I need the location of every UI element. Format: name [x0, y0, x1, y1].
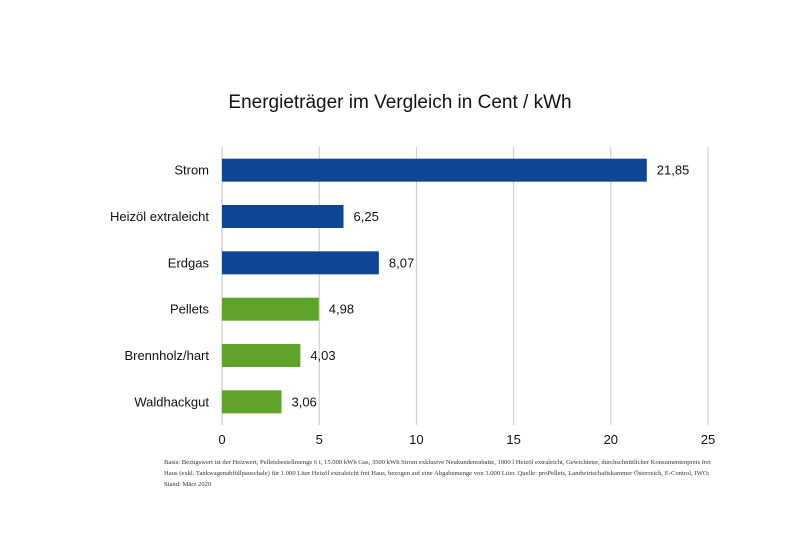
bar	[222, 158, 647, 182]
x-tick-label: 25	[701, 432, 715, 447]
category-label: Strom	[174, 163, 209, 178]
bar	[222, 251, 379, 275]
bar	[222, 344, 301, 367]
bar	[222, 297, 319, 321]
bar	[222, 390, 282, 414]
x-tick-label: 10	[409, 432, 423, 447]
data-label: 21,85	[657, 163, 690, 178]
category-label: Heizöl extraleicht	[110, 209, 209, 224]
x-tick-label: 5	[316, 432, 323, 447]
data-label: 8,07	[389, 255, 414, 270]
category-label: Brennholz/hart	[124, 348, 209, 363]
data-label: 3,06	[291, 394, 316, 409]
x-tick-label: 15	[506, 432, 520, 447]
category-label: Waldhackgut	[134, 394, 209, 409]
x-tick-label: 20	[604, 432, 618, 447]
category-label: Erdgas	[168, 255, 210, 270]
chart-title: Energieträger im Vergleich in Cent / kWh	[228, 92, 572, 113]
data-label: 4,03	[310, 348, 335, 363]
x-tick-label: 0	[218, 432, 225, 447]
footnote: Basis: Bezugswert ist der Heizwert, Pell…	[164, 459, 711, 488]
data-label: 6,25	[354, 209, 379, 224]
category-label: Pellets	[170, 302, 210, 317]
bar	[222, 205, 344, 228]
data-label: 4,98	[329, 302, 354, 317]
